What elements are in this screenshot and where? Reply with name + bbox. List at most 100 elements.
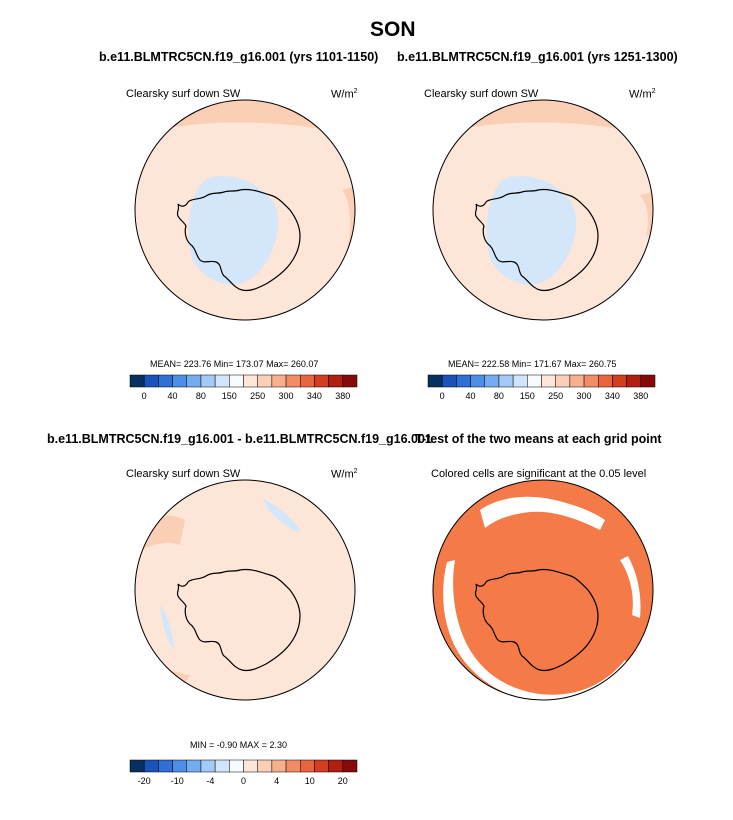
colorbar-cell — [286, 375, 300, 387]
colorbar-cell — [314, 760, 328, 772]
diff-ice-1 — [262, 498, 300, 531]
colorbar-tick-label: 20 — [338, 776, 348, 786]
colorbar-cell — [471, 375, 485, 387]
colorbar-cell — [627, 375, 641, 387]
colorbar-tick-label: 40 — [466, 391, 476, 401]
colorbar-cell — [542, 375, 556, 387]
colorbar-tick-label: 0 — [142, 391, 147, 401]
colorbar-cell — [272, 760, 286, 772]
coastline-1 — [177, 189, 300, 290]
panel-4-variable-label: Colored cells are significant at the 0.0… — [431, 468, 646, 480]
colorbar-cell — [173, 760, 187, 772]
colorbar-panel-3-ticks: -20 -10 -4 0 4 10 20 — [130, 776, 357, 788]
colorbar-cell — [499, 375, 513, 387]
ice-region-2 — [486, 176, 576, 284]
colorbar-cell — [144, 760, 158, 772]
colorbar-cell — [258, 375, 272, 387]
colorbar-panel-2-ticks: 0 40 80 150 250 300 340 380 — [428, 391, 655, 403]
panel-3-case-title: b.e11.BLMTRC5CN.f19_g16.001 - b.e11.BLMT… — [47, 432, 432, 446]
colorbar-cell — [329, 760, 343, 772]
colorbar-tick-label: 340 — [307, 391, 322, 401]
colorbar-cell — [229, 760, 243, 772]
diff-warm-1 — [130, 516, 185, 555]
colorbar-cell — [187, 375, 201, 387]
diff-warm-2 — [130, 650, 190, 700]
colorbar-cell — [343, 760, 357, 772]
colorbar-cell — [641, 375, 655, 387]
colorbar-panel-1-ticks: 0 40 80 150 250 300 340 380 — [130, 391, 357, 403]
colorbar-cell — [229, 375, 243, 387]
colorbar-tick-label: -10 — [171, 776, 184, 786]
colorbar-cell — [343, 375, 357, 387]
colorbar-cell — [286, 760, 300, 772]
colorbar-cell — [215, 760, 229, 772]
colorbar-cell — [612, 375, 626, 387]
colorbar-tick-label: 150 — [222, 391, 237, 401]
ice-region-1 — [188, 176, 278, 284]
colorbar-tick-label: 250 — [548, 391, 563, 401]
panel-1-case-title: b.e11.BLMTRC5CN.f19_g16.001 (yrs 1101-11… — [99, 50, 378, 64]
warm-band-2 — [448, 100, 643, 135]
colorbar-panel-3 — [130, 760, 357, 772]
colorbar-cell — [173, 375, 187, 387]
warm-patch-2 — [640, 190, 660, 238]
colorbar-tick-label: 0 — [241, 776, 246, 786]
colorbar-tick-label: 10 — [305, 776, 315, 786]
panel-3-stats: MIN = -0.90 MAX = 2.30 — [190, 740, 287, 750]
map-panel-1 — [0, 0, 733, 820]
colorbar-cell — [442, 375, 456, 387]
colorbar-cell — [201, 760, 215, 772]
colorbar-cell — [201, 375, 215, 387]
warm-patch-1 — [342, 185, 360, 250]
colorbar-tick-label: 300 — [577, 391, 592, 401]
colorbar-tick-label: -4 — [206, 776, 214, 786]
panel-2-case-title: b.e11.BLMTRC5CN.f19_g16.001 (yrs 1251-13… — [397, 50, 678, 64]
colorbar-cell — [513, 375, 527, 387]
coastline-3 — [177, 569, 300, 670]
colorbar-tick-label: 80 — [196, 391, 206, 401]
colorbar-cell — [187, 760, 201, 772]
colorbar-cell — [485, 375, 499, 387]
colorbar-panel-1 — [130, 375, 357, 387]
colorbar-cell — [556, 375, 570, 387]
panel-3-units: W/m2 — [331, 468, 358, 481]
panel-2-stats: MEAN= 222.58 Min= 171.67 Max= 260.75 — [448, 359, 616, 369]
colorbar-cell — [584, 375, 598, 387]
panel-4-case-title: T-test of the two means at each grid poi… — [415, 432, 662, 446]
panel-1-stats: MEAN= 223.76 Min= 173.07 Max= 260.07 — [150, 359, 318, 369]
colorbar-tick-label: 380 — [335, 391, 350, 401]
colorbar-tick-label: 380 — [633, 391, 648, 401]
colorbar-tick-label: 250 — [250, 391, 265, 401]
diff-ice-2 — [160, 605, 175, 650]
figure-title: SON — [370, 18, 416, 42]
coastline-4 — [475, 569, 598, 670]
colorbar-cell — [244, 760, 258, 772]
colorbar-cell — [215, 375, 229, 387]
colorbar-panel-2 — [428, 375, 655, 387]
colorbar-cell — [300, 760, 314, 772]
colorbar-cell — [329, 375, 343, 387]
colorbar-tick-label: 150 — [520, 391, 535, 401]
colorbar-cell — [130, 375, 144, 387]
colorbar-cell — [456, 375, 470, 387]
colorbar-cell — [130, 760, 144, 772]
panel-3-variable-label: Clearsky surf down SW — [126, 468, 240, 480]
colorbar-cell — [300, 375, 314, 387]
colorbar-cell — [144, 375, 158, 387]
colorbar-cell — [598, 375, 612, 387]
panel-2-units: W/m2 — [629, 88, 656, 101]
insignificant-band-east — [620, 556, 641, 618]
colorbar-tick-label: 0 — [440, 391, 445, 401]
colorbar-cell — [570, 375, 584, 387]
insignificant-ring — [443, 560, 630, 703]
colorbar-tick-label: 40 — [168, 391, 178, 401]
colorbar-tick-label: 300 — [279, 391, 294, 401]
panel-1-units: W/m2 — [331, 88, 358, 101]
panel-2-variable-label: Clearsky surf down SW — [424, 88, 538, 100]
colorbar-tick-label: 80 — [494, 391, 504, 401]
colorbar-cell — [258, 760, 272, 772]
panel-1-variable-label: Clearsky surf down SW — [126, 88, 240, 100]
coastline-2 — [475, 189, 598, 290]
warm-band-1 — [150, 100, 345, 135]
colorbar-cell — [314, 375, 328, 387]
